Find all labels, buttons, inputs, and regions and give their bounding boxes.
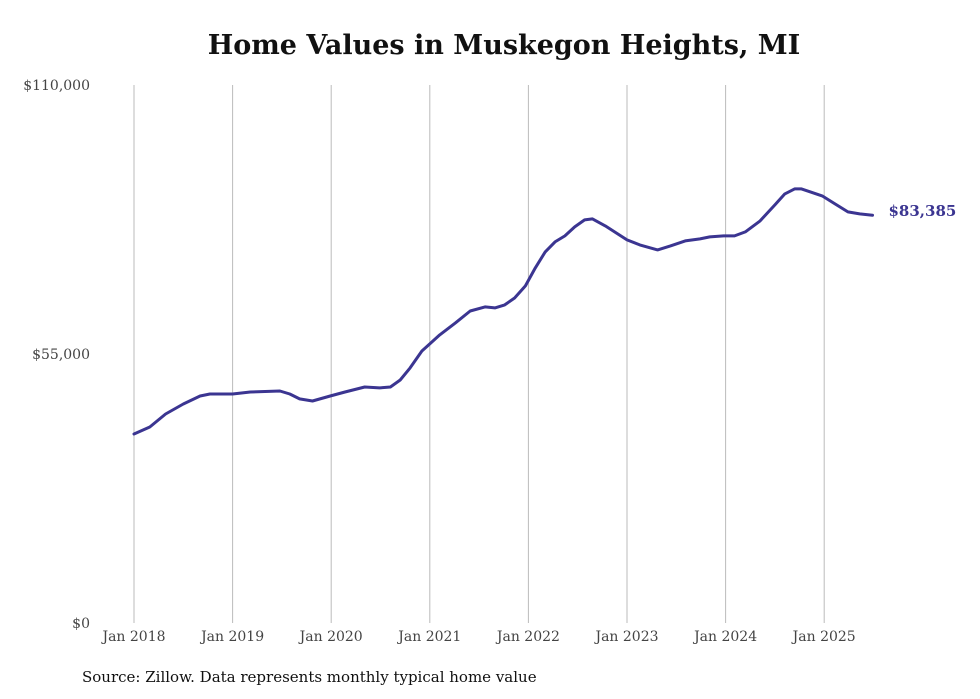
chart-title: Home Values in Muskegon Heights, MI: [207, 30, 801, 61]
x-tick-label: Jan 2020: [298, 629, 363, 645]
y-tick-label: $55,000: [32, 347, 90, 363]
x-tick-label: Jan 2025: [791, 629, 856, 645]
source-note: Source: Zillow. Data represents monthly …: [82, 668, 537, 686]
series-line: [132, 187, 874, 436]
x-tick-label: Jan 2019: [199, 629, 264, 645]
x-tick-label: Jan 2024: [692, 629, 757, 645]
x-tick-label: Jan 2021: [396, 629, 461, 645]
x-tick-label: Jan 2023: [593, 629, 658, 645]
x-tick-label: Jan 2018: [100, 629, 165, 645]
y-tick-label: $0: [72, 616, 90, 632]
x-tick-label: Jan 2022: [495, 629, 560, 645]
y-tick-label: $110,000: [23, 78, 90, 94]
end-value-label: $83,385: [889, 202, 957, 220]
